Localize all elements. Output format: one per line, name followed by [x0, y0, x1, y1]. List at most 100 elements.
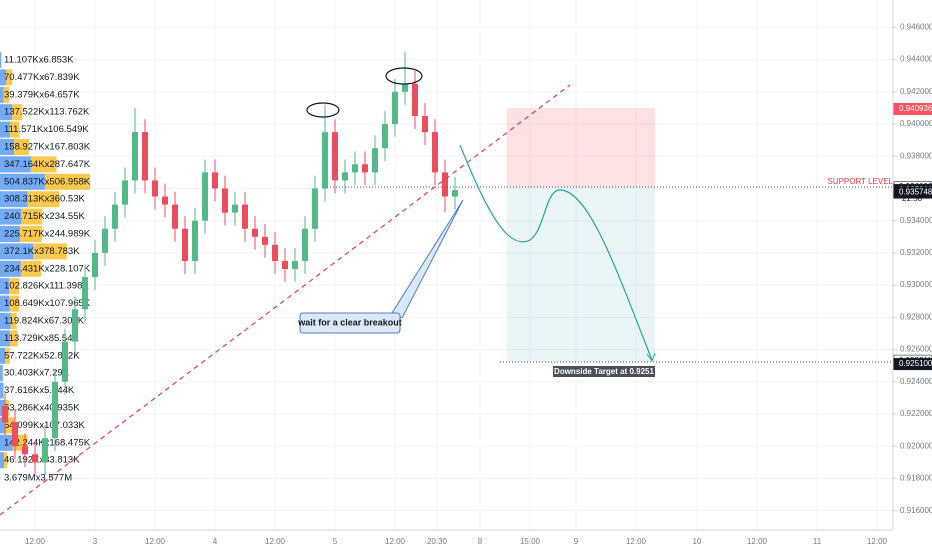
- candle-body: [202, 172, 208, 221]
- time-tick-label: 12:00: [145, 537, 166, 546]
- sell-volume-bar: [33, 243, 67, 260]
- price-badge-label: 0.940936: [899, 104, 932, 113]
- candle-body: [182, 228, 188, 261]
- buy-volume-bar: [0, 295, 10, 312]
- callout-text: wait for a clear breakout: [297, 317, 402, 327]
- arrow-head: [646, 352, 656, 363]
- target-label-bg: [553, 366, 655, 377]
- buy-volume-bar: [0, 365, 3, 382]
- buy-volume-bar: [0, 347, 6, 364]
- buy-volume-bar: [0, 452, 5, 469]
- buy-volume-bar: [0, 173, 45, 190]
- candle-body: [232, 204, 238, 213]
- candle-body: [52, 381, 58, 439]
- price-tick-label: 0.916000: [900, 506, 932, 515]
- candle-body: [132, 132, 138, 181]
- price-tick-label: 0.934000: [900, 216, 932, 225]
- candle-body: [22, 446, 28, 455]
- time-tick-label: 9: [574, 537, 579, 546]
- sell-volume-bar: [44, 173, 91, 190]
- top-circle: [385, 67, 423, 85]
- projection-curve: [459, 144, 653, 361]
- volume-label: 240.715Kx234.55K: [4, 211, 85, 222]
- time-tick-label: 5: [333, 537, 338, 546]
- volume-total: 3.679Mx3.577M: [4, 473, 72, 484]
- buy-volume-bar: [0, 243, 34, 260]
- volume-label: 308.313Kx360.53K: [4, 194, 85, 205]
- buy-volume-bar: [0, 139, 15, 155]
- candle-body: [12, 422, 18, 447]
- sell-volume-bar: [21, 208, 43, 225]
- candle-body: [212, 172, 218, 189]
- price-badge-label: 0.935748: [899, 188, 932, 197]
- candle-body: [262, 236, 268, 245]
- candle-body: [442, 172, 448, 197]
- sell-volume-bar: [6, 69, 13, 86]
- price-tick-label: 0.938000: [900, 151, 932, 160]
- sell-volume-bar: [10, 330, 18, 347]
- time-tick-label: 12:00: [25, 537, 46, 546]
- time-tick-label: 4: [213, 537, 218, 546]
- sell-volume-bar: [27, 191, 60, 208]
- buy-volume-bar: [0, 434, 13, 451]
- price-tick-label: 0.920000: [900, 441, 932, 450]
- candle-body: [242, 204, 248, 229]
- sell-volume-bar: [5, 347, 10, 364]
- candle-body: [452, 190, 458, 197]
- price-tick-label: 0.944000: [900, 55, 932, 64]
- sell-volume-bar: [0, 52, 2, 68]
- candle-body: [62, 341, 68, 382]
- time-tick-label: 12:00: [265, 537, 286, 546]
- price-tick-label: 0.926000: [900, 345, 932, 354]
- candle-body: [282, 260, 288, 270]
- candle-body: [292, 260, 298, 270]
- top-circle: [306, 102, 340, 118]
- candle-body: [82, 277, 88, 310]
- candle-body: [412, 83, 418, 116]
- volume-label: 347.164Kx287.647K: [4, 159, 91, 170]
- time-tick-label: 15:00: [520, 537, 541, 546]
- candle-body: [2, 405, 8, 423]
- sell-volume-bar: [2, 365, 4, 382]
- axes: 0.946000 0.944000 0.942000 0.940000 0.938000…: [25, 22, 932, 546]
- volume-label: 11.107Kx6.853K: [4, 55, 74, 66]
- stop-zone: [507, 108, 655, 187]
- candle-body: [72, 309, 78, 342]
- volume-label: 108.649Kx107.965K: [4, 298, 91, 309]
- candle-body: [322, 132, 328, 189]
- sell-volume-bar: [14, 139, 30, 155]
- candle-body: [32, 454, 38, 463]
- time-tick-label: 12:00: [626, 537, 647, 546]
- buy-volume-bar: [0, 330, 11, 347]
- sell-volume-bar: [20, 226, 42, 242]
- volume-label: 113.729Kx85.54K: [4, 333, 79, 344]
- candle-body: [362, 164, 368, 173]
- buy-volume-bar: [0, 208, 22, 225]
- price-badge: [893, 186, 932, 199]
- price-tick-label: 0.918000: [900, 474, 932, 483]
- candles: [2, 51, 458, 476]
- price-tick-label: 0.946000: [900, 22, 932, 31]
- price-tick-label: 0.940000: [900, 119, 932, 128]
- buy-volume-bar: [0, 52, 1, 68]
- candle-body: [402, 83, 408, 92]
- buy-volume-bar: [0, 382, 4, 399]
- candle-body: [422, 115, 428, 133]
- price-badge: [893, 358, 932, 371]
- candle-body: [92, 252, 98, 278]
- volume-label: 57.722Kx52.842K: [4, 350, 80, 361]
- volume-label: 137.522Kx113.762K: [4, 107, 90, 118]
- candle-body: [122, 180, 128, 205]
- volume-label: 63.286Kx40.935K: [4, 403, 80, 414]
- candle-body: [392, 91, 398, 125]
- time-tick-label: 12:00: [867, 537, 888, 546]
- sell-volume-bar: [30, 156, 57, 173]
- buy-volume-bar: [0, 104, 13, 121]
- candle-body: [372, 148, 378, 173]
- buy-volume-bar: [0, 86, 4, 103]
- support-label: SUPPORT LEVEL: [827, 177, 893, 186]
- buy-volume-bar: [0, 226, 21, 242]
- price-tick-label: 0.928000: [900, 312, 932, 321]
- sell-volume-bar: [10, 313, 17, 329]
